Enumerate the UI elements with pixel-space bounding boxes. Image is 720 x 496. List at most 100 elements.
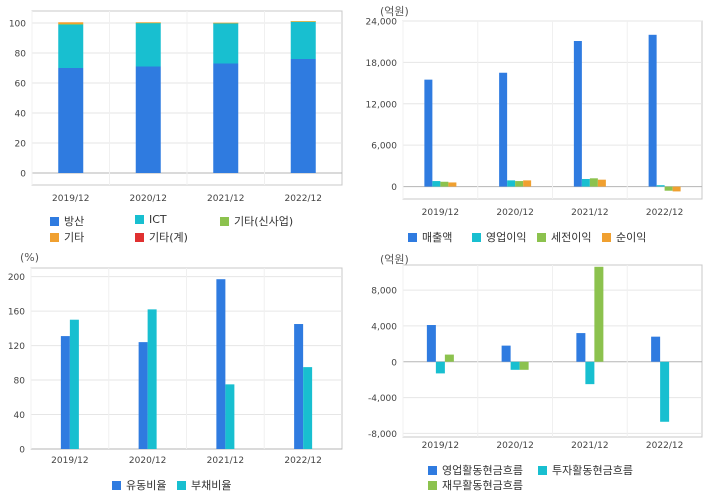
legend-label: 세전이익: [551, 231, 592, 244]
bar-방산: [213, 63, 239, 173]
legend-label: 매출액: [422, 231, 453, 244]
bar-ICT: [213, 23, 239, 64]
y-tick-label: 80: [15, 50, 27, 60]
y-tick-label: -4,000: [368, 394, 397, 404]
legend-swatch: [428, 480, 437, 490]
bar-유동비율: [60, 336, 70, 449]
bar-순이익: [672, 186, 681, 192]
legend-item-other-total: 기타(계): [135, 229, 188, 245]
bar-영업이익: [656, 185, 665, 187]
unit-label: (억원): [380, 253, 409, 266]
chart-ratios: (%) 0 40 80 120 160 200 2019/12 2020/12 2021/12 2…: [0, 248, 360, 496]
y-tick-label: 4,000: [371, 322, 397, 332]
bar-ICT: [135, 23, 161, 67]
legend-label: 영업이익: [486, 231, 527, 244]
legend-swatch: [472, 232, 481, 242]
y-tick-label: 18,000: [366, 59, 398, 69]
x-tick-label: 2020/12: [496, 441, 533, 451]
bar-순이익: [448, 182, 457, 187]
legend-label: ICT: [149, 213, 167, 226]
x-tick-label: 2022/12: [284, 456, 321, 466]
bar-순이익: [523, 180, 532, 187]
legend-item-ict: ICT: [135, 213, 167, 226]
y-tick-label: 6,000: [371, 142, 397, 152]
bar-기타: [290, 21, 316, 22]
legend-label: 재무활동현금흐름: [442, 479, 523, 492]
legend-item-other: 기타: [50, 229, 84, 245]
bar-부채비율: [225, 384, 235, 449]
x-tick-label: 2019/12: [422, 441, 459, 451]
legend-label: 유동비율: [126, 479, 167, 492]
legend-swatch: [538, 465, 547, 475]
bar-ICT: [58, 24, 84, 68]
bar-ICT: [290, 21, 316, 59]
legend-item-operating-income: 영업이익: [472, 229, 526, 245]
legend-item-investing-cf: 투자활동현금흐름: [538, 462, 633, 478]
x-tick-label: 2021/12: [207, 194, 244, 204]
legend-item-debt-ratio: 부채비율: [177, 477, 231, 493]
legend-label: 기타: [64, 231, 85, 244]
y-tick-label: 40: [14, 411, 26, 421]
bar-세전이익: [440, 181, 449, 187]
y-tick-label: 0: [19, 446, 25, 456]
bar-영업활동현금흐름: [651, 336, 661, 362]
y-tick-label: 40: [15, 110, 27, 120]
legend-label: 부채비율: [191, 479, 232, 492]
y-tick-label: 200: [8, 273, 25, 283]
legend-swatch: [408, 232, 417, 242]
bar-세전이익: [589, 178, 598, 187]
legend-label: 기타(계): [149, 231, 188, 244]
x-tick-label: 2022/12: [646, 441, 683, 451]
bar-영업이익: [507, 180, 516, 187]
y-tick-label: 100: [9, 20, 26, 30]
chart-income: (억원) 0 6,000 12,000 18,000 24,000 2019/12 2020…: [360, 0, 720, 248]
y-tick-label: 12,000: [366, 100, 398, 110]
y-tick-label: 20: [15, 140, 27, 150]
y-tick-label: 60: [15, 80, 27, 90]
x-tick-label: 2021/12: [571, 441, 608, 451]
x-tick-label: 2022/12: [646, 208, 683, 218]
bar-영업이익: [581, 178, 590, 187]
y-tick-label: 80: [14, 377, 26, 387]
legend-item-pretax-income: 세전이익: [537, 229, 591, 245]
legend-item-revenue: 매출액: [408, 229, 452, 245]
chart-business-mix: 0 20 40 60 80 100 2019/12 2020/12 2021/12 2022/12…: [0, 0, 360, 248]
legend-item-financing-cf: 재무활동현금흐름: [428, 477, 523, 493]
unit-label: (%): [20, 251, 40, 264]
x-tick-label: 2019/12: [51, 456, 88, 466]
legend-swatch: [537, 232, 546, 242]
legend-swatch: [135, 232, 144, 242]
legend-swatch: [50, 216, 59, 226]
bar-재무활동현금흐름: [519, 361, 529, 370]
legend-label: 순이익: [616, 231, 647, 244]
bar-매출액: [573, 41, 582, 187]
y-tick-label: 120: [8, 342, 25, 352]
bar-세전이익: [664, 186, 673, 191]
chart-cashflow-plot: -8,000 -4,000 0 4,000 8,000 2019/12 2020/12 202…: [368, 264, 703, 451]
bar-방산: [58, 68, 84, 173]
legend-item-bangsan: 방산: [50, 213, 84, 229]
legend-swatch: [428, 465, 437, 475]
legend-label: 기타(신사업): [234, 215, 294, 228]
bar-기타(신사업): [135, 22, 161, 24]
chart-income-plot: 0 6,000 12,000 18,000 24,000 2019/12 2020/12 20…: [366, 18, 703, 218]
bar-기타(신사업): [58, 24, 84, 25]
legend-swatch: [112, 480, 121, 490]
y-tick-label: 24,000: [366, 18, 398, 28]
bar-세전이익: [515, 181, 524, 187]
legend-item-other-new: 기타(신사업): [220, 213, 293, 229]
bar-유동비율: [294, 324, 304, 449]
bar-영업활동현금흐름: [576, 333, 586, 362]
legend-label: 투자활동현금흐름: [552, 464, 633, 477]
legend-item-current-ratio: 유동비율: [112, 477, 166, 493]
y-tick-label: 0: [391, 183, 397, 193]
bar-영업이익: [432, 181, 441, 187]
bar-재무활동현금흐름: [594, 266, 604, 362]
x-tick-label: 2020/12: [496, 208, 533, 218]
y-tick-label: 0: [20, 170, 26, 180]
bar-유동비율: [138, 342, 148, 449]
bar-순이익: [597, 179, 606, 187]
legend-label: 방산: [64, 215, 85, 228]
chart-ratios-plot: 0 40 80 120 160 200 2019/12 2020/12 2021/12 2022/…: [8, 267, 343, 466]
legend-swatch: [220, 216, 229, 226]
